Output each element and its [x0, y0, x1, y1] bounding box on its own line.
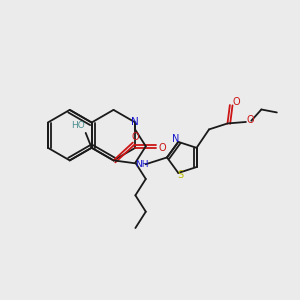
Text: O: O — [232, 97, 240, 107]
Text: N: N — [172, 134, 180, 144]
Text: O: O — [246, 115, 254, 125]
Text: HO: HO — [71, 121, 85, 130]
Text: NH: NH — [135, 160, 148, 169]
Text: O: O — [158, 143, 166, 153]
Text: O: O — [132, 132, 140, 142]
Text: S: S — [178, 170, 184, 180]
Text: N: N — [131, 117, 139, 127]
